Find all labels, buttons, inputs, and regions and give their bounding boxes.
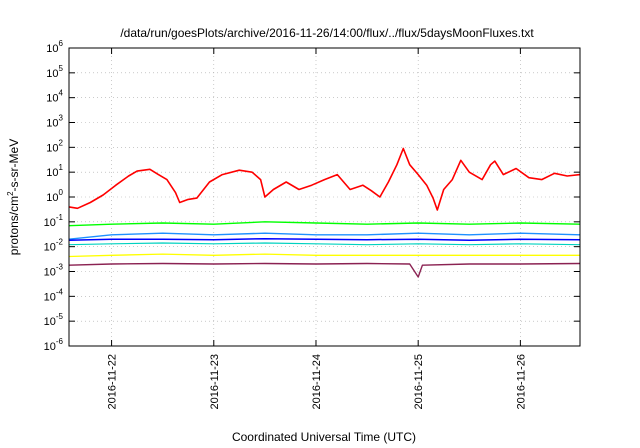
- y-tick-label: 105: [46, 64, 63, 80]
- series-line-6: [68, 262, 581, 278]
- x-tick-label: 2016-11-24: [311, 354, 323, 409]
- y-axis-label: protons/cm2-s-sr-MeV: [6, 139, 21, 255]
- x-tick-label: 2016-11-22: [107, 354, 119, 409]
- y-tick-label: 10-1: [44, 213, 64, 229]
- y-tick-label: 103: [46, 114, 63, 130]
- y-tick-label: 101: [46, 163, 63, 179]
- series-line-0: [68, 147, 581, 211]
- y-tick-label: 10-4: [44, 287, 64, 303]
- series-line-2: [68, 242, 581, 246]
- x-tick-label: 2016-11-26: [515, 354, 527, 409]
- y-axis: 10-6 10-5 10-4 10-3 10-2 10-1 100 101 102 103 104 1…: [44, 39, 580, 353]
- x-tick-label: 2016-11-25: [413, 354, 425, 409]
- y-tick-label: 106: [46, 39, 63, 55]
- data-series: [68, 147, 581, 278]
- y-tick-label: 10-5: [44, 312, 64, 328]
- series-line-3: [68, 232, 581, 240]
- x-tick-label: 2016-11-23: [209, 354, 221, 409]
- y-tick-label: 104: [46, 89, 63, 105]
- y-tick-label: 100: [46, 188, 63, 204]
- grid-lines: [69, 48, 580, 346]
- x-axis-label: Coordinated Universal Time (UTC): [232, 430, 416, 444]
- y-tick-label: 10-3: [44, 263, 64, 279]
- y-tick-label: 10-2: [44, 238, 64, 254]
- x-axis: 2016-11-22 2016-11-23 2016-11-24 2016-11-25…: [107, 48, 527, 409]
- y-tick-label: 10-6: [44, 337, 64, 353]
- y-tick-label: 102: [46, 138, 63, 154]
- series-line-1: [68, 221, 581, 227]
- series-line-5: [68, 253, 580, 258]
- series-line-4: [68, 237, 581, 242]
- chart-title: /data/run/goesPlots/archive/2016-11-26/1…: [120, 26, 534, 40]
